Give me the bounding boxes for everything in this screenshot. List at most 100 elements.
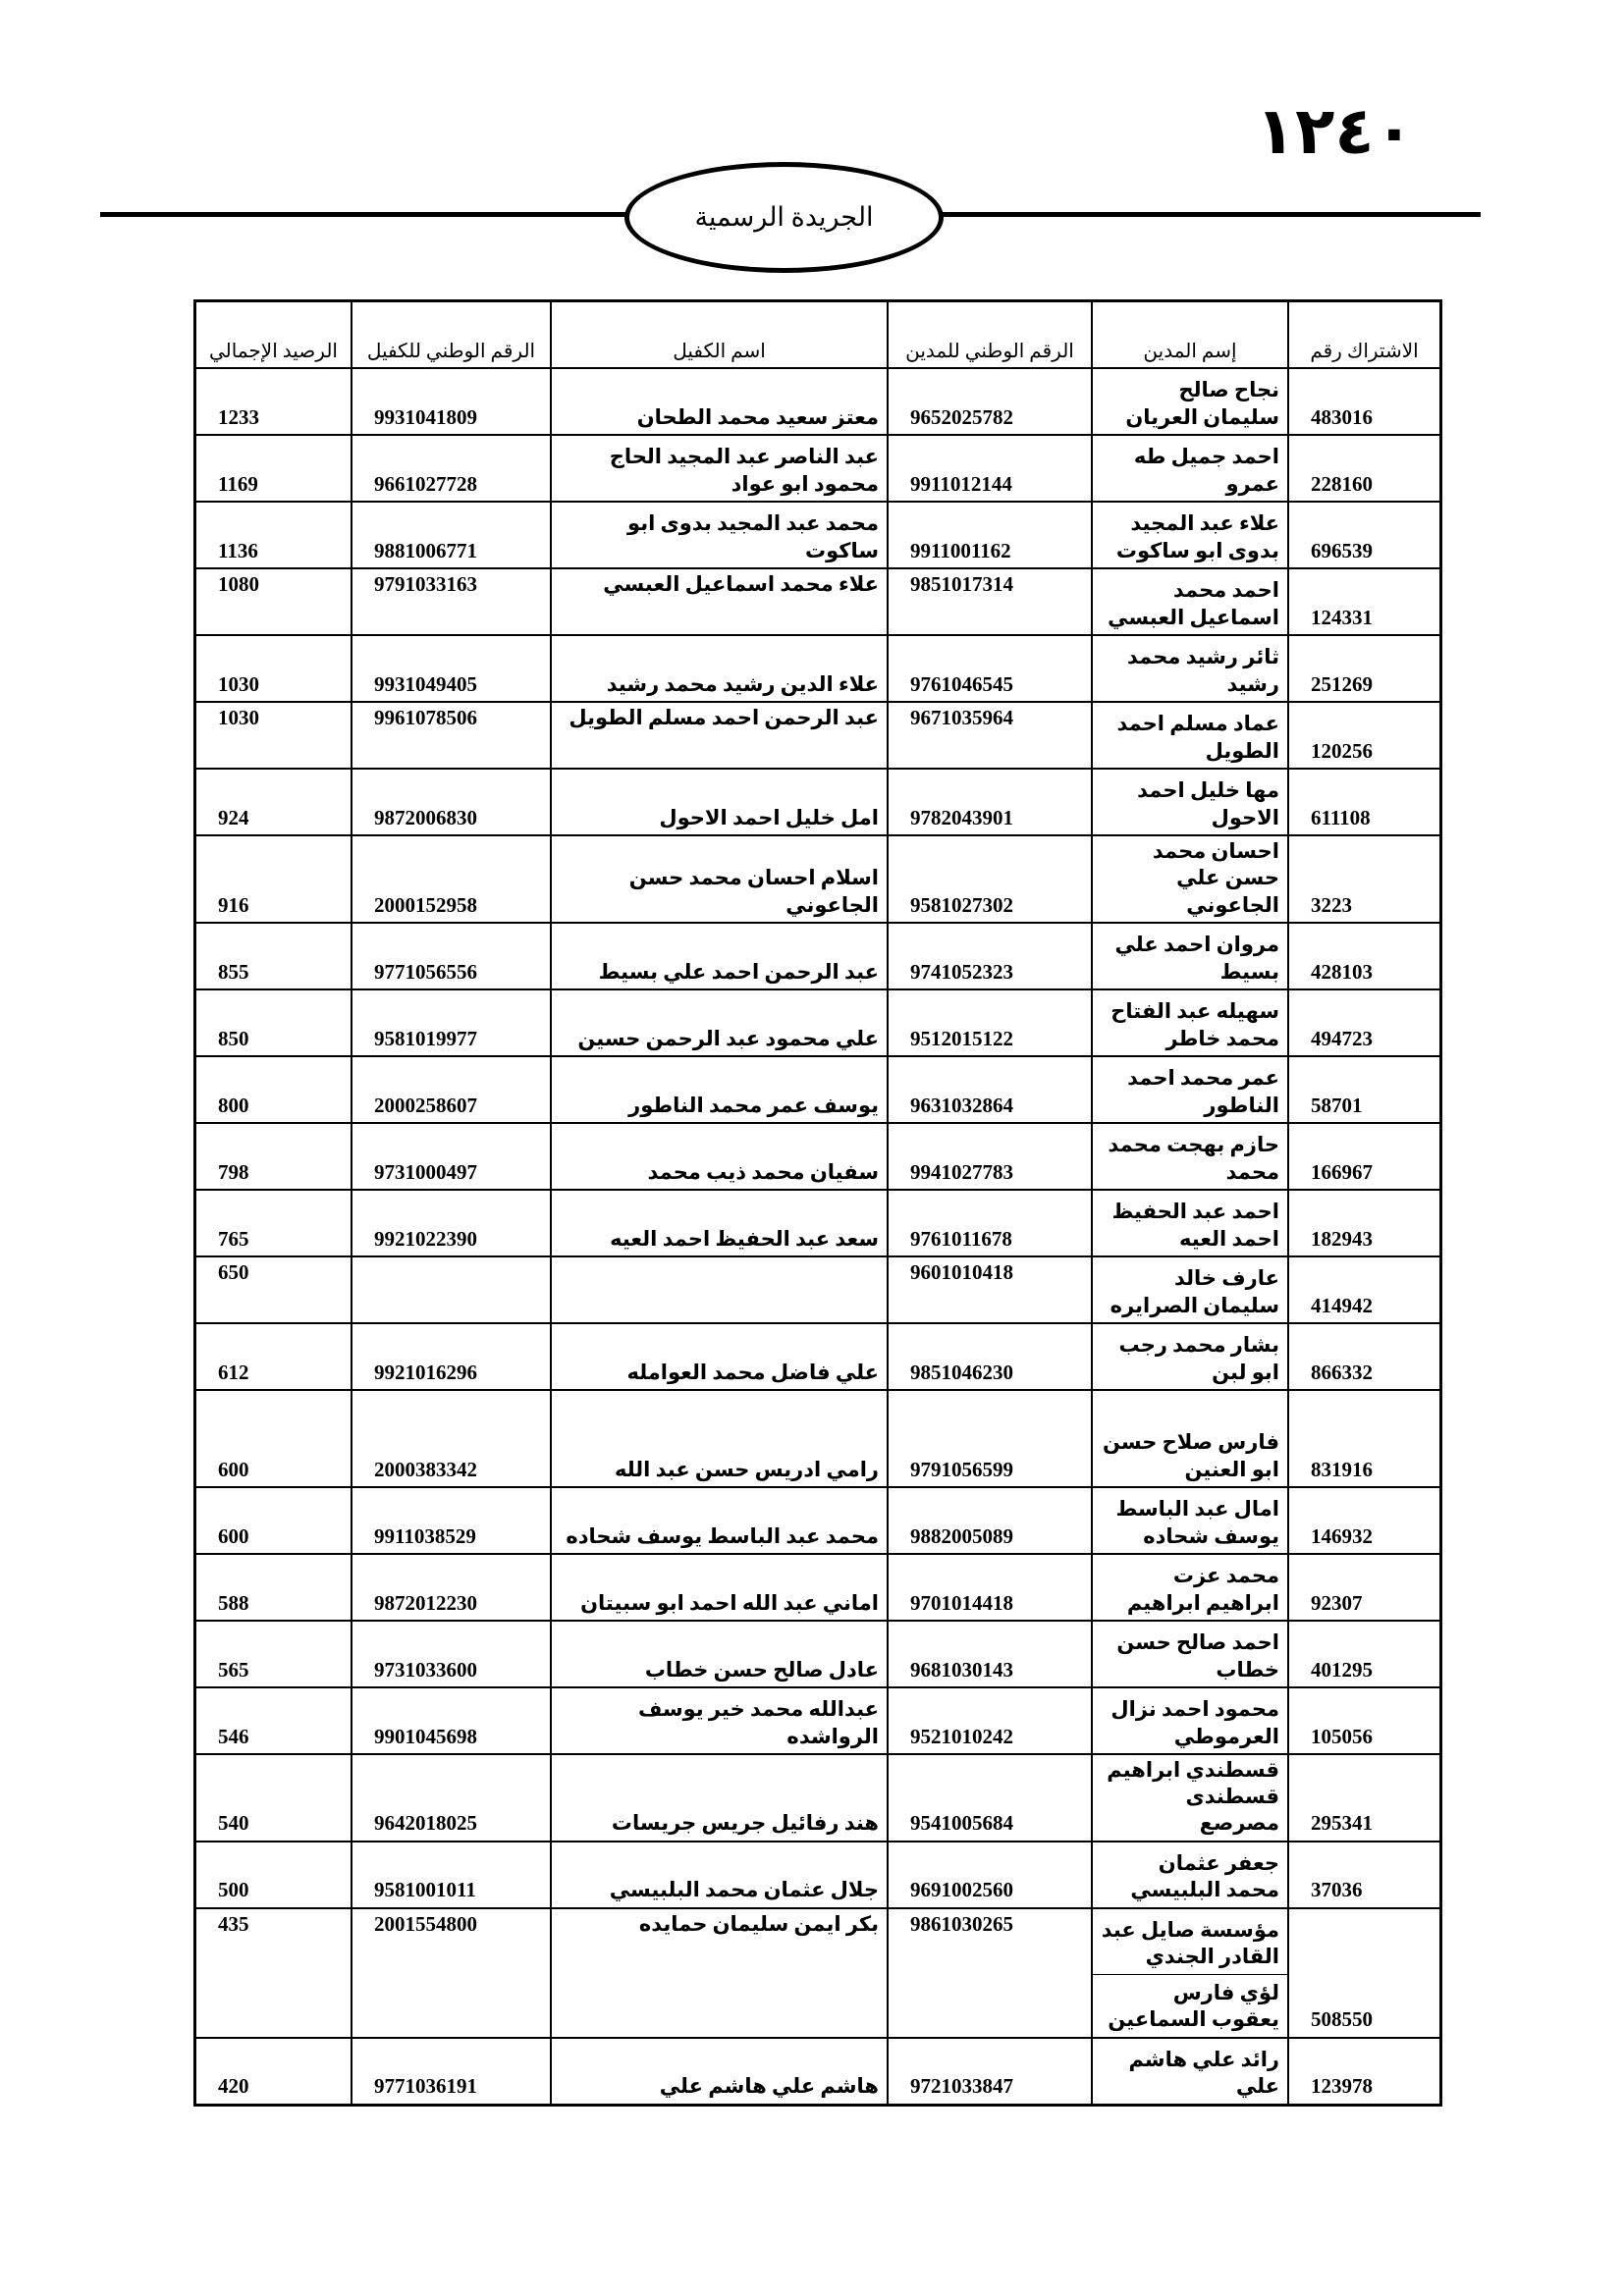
subscription: 831916 — [1288, 1389, 1440, 1487]
subscription: 105056 — [1288, 1686, 1440, 1754]
balance: 1169 — [195, 435, 352, 502]
debtor-name: ثائر رشيد محمد رشيد — [1092, 635, 1288, 702]
page-number: ١٢٤٠ — [1255, 96, 1414, 168]
subscription: 428103 — [1288, 922, 1440, 989]
column-header: الرقم الوطني للكفيل — [352, 301, 551, 368]
guarantor-name: هند رفائيل جريس جريسات — [551, 1753, 888, 1842]
balance: 546 — [195, 1686, 352, 1754]
balance: 1136 — [195, 502, 352, 568]
debtor-name: عمر محمد احمد الناطور — [1092, 1055, 1288, 1123]
cell-part: لؤي فارس يعقوب السماعين — [1093, 1973, 1287, 2037]
guarantor-name: اماني عبد الله احمد ابو سبيتان — [551, 1553, 888, 1621]
guarantor-id: 9911038529 — [352, 1486, 551, 1554]
table-row: 696539 علاء عبد المجيد بدوى ابو ساكوت 9911… — [195, 502, 1440, 568]
guarantor-name: سعد عبد الحفيظ احمد العيه — [551, 1189, 888, 1256]
guarantor-name: عادل صالح حسن خطاب — [551, 1620, 888, 1687]
debtor-name: محمود احمد نزال العرموطي — [1092, 1686, 1288, 1754]
debtor-id: 9941027783 — [888, 1122, 1092, 1190]
guarantor-id: 9961078506 — [352, 702, 551, 769]
debtor-id: 9681030143 — [888, 1620, 1092, 1687]
debtor-name: عارف خالد سليمان الصرايره — [1092, 1255, 1288, 1323]
balance: 1233 — [195, 368, 352, 435]
table-row: 483016 نجاح صالح سليمان العريان 9652025782… — [195, 368, 1440, 435]
debtor-id: 9851046230 — [888, 1322, 1092, 1390]
guarantor-id: 9731033600 — [352, 1620, 551, 1687]
guarantor-id: 2000383342 — [352, 1389, 551, 1487]
debtor-name: قسطندي ابراهيم قسطندى مصرصع — [1092, 1753, 1288, 1842]
balance: 612 — [195, 1322, 352, 1390]
table-row: 92307 محمد عزت ابراهيم ابراهيم 9701014418 ا… — [195, 1553, 1440, 1621]
guarantor-id: 9581019977 — [352, 988, 551, 1056]
cell: مؤسسة صايل عبد القادر الجندي لؤي فارس يعق… — [1092, 1907, 1288, 2038]
subscription: 251269 — [1288, 635, 1440, 702]
debtor-name: احمد محمد اسماعيل العبسي — [1092, 568, 1288, 635]
guarantor-name: علي محمود عبد الرحمن حسين — [551, 988, 888, 1056]
table-row: 123978 رائد علي هاشم علي 9721033847 هاشم عل… — [195, 2037, 1440, 2105]
guarantor-id: 9872006830 — [352, 769, 551, 835]
table-row: 866332 بشار محمد رجب ابو لبن 9851046230 علي… — [195, 1322, 1440, 1390]
debtor-id: 9741052323 — [888, 922, 1092, 989]
debtor-id: 9721033847 — [888, 2037, 1092, 2105]
guarantor-name: يوسف عمر محمد الناطور — [551, 1055, 888, 1123]
debtor-name: امال عبد الباسط يوسف شحاده — [1092, 1486, 1288, 1554]
debtor-name: حازم بهجت محمد محمد — [1092, 1122, 1288, 1190]
guarantor-name: رامي ادريس حسن عبد الله — [551, 1389, 888, 1487]
debtor-id: 9691002560 — [888, 1841, 1092, 1908]
balance: 1080 — [195, 568, 352, 635]
balance: 800 — [195, 1055, 352, 1123]
subscription: 182943 — [1288, 1189, 1440, 1256]
debtor-name: علاء عبد المجيد بدوى ابو ساكوت — [1092, 502, 1288, 568]
guarantor-name: محمد عبد المجيد بدوى ابو ساكوت — [551, 502, 888, 568]
header-row: الاشتراك رقم إسم المدين الرقم الوطني للمدي… — [195, 301, 1440, 368]
guarantor-name: اسلام احسان محمد حسن الجاعوني — [551, 835, 888, 923]
column-header: إسم المدين — [1092, 301, 1288, 368]
debtor-id: 9512015122 — [888, 988, 1092, 1056]
guarantor-id: 9771056556 — [352, 922, 551, 989]
subscription: 611108 — [1288, 769, 1440, 835]
subscription: 228160 — [1288, 435, 1440, 502]
balance: 916 — [195, 835, 352, 923]
balance: 565 — [195, 1620, 352, 1687]
subscription: 124331 — [1288, 568, 1440, 635]
debtor-name: فارس صلاح حسن ابو العنين — [1092, 1389, 1288, 1487]
guarantor-id: 9921016296 — [352, 1322, 551, 1390]
balance: 540 — [195, 1753, 352, 1842]
subscription: 295341 — [1288, 1753, 1440, 1842]
cell-part: مؤسسة صايل عبد القادر الجندي — [1101, 1918, 1279, 1969]
debtor-name: محمد عزت ابراهيم ابراهيم — [1092, 1553, 1288, 1621]
debtor-id: 9791056599 — [888, 1389, 1092, 1487]
subscription: 37036 — [1288, 1841, 1440, 1908]
guarantor-name: عبد الرحمن احمد علي بسيط — [551, 922, 888, 989]
subscription: 696539 — [1288, 502, 1440, 568]
debtor-id: 9701014418 — [888, 1553, 1092, 1621]
guarantor-id: 9931041809 — [352, 368, 551, 435]
debtor-name: احسان محمد حسن علي الجاعوني — [1092, 835, 1288, 923]
debtor-name: عماد مسلم احمد الطويل — [1092, 702, 1288, 769]
guarantor-name: عبد الناصر عبد المجيد الحاج محمود ابو عو… — [551, 435, 888, 502]
debtor-name: جعفر عثمان محمد البلبيسي — [1092, 1841, 1288, 1908]
column-header: الاشتراك رقم — [1288, 301, 1440, 368]
debtor-id: 9882005089 — [888, 1486, 1092, 1554]
table-row: 494723 سهيله عبد الفتاح محمد خاطر 95120151… — [195, 988, 1440, 1056]
title-oval: الجريدة الرسمية — [624, 162, 944, 273]
debtor-id: 9761046545 — [888, 635, 1092, 702]
guarantor-id: 9931049405 — [352, 635, 551, 702]
debtor-id: 9911012144 — [888, 435, 1092, 502]
column-header: الرقم الوطني للمدين — [888, 301, 1092, 368]
debtor-id: 9521010242 — [888, 1686, 1092, 1754]
table-row: 508550 مؤسسة صايل عبد القادر الجندي لؤي فا… — [195, 1907, 1440, 2038]
debtor-name: سهيله عبد الفتاح محمد خاطر — [1092, 988, 1288, 1056]
subscription: 483016 — [1288, 368, 1440, 435]
guarantor-name: علاء محمد اسماعيل العبسي — [551, 568, 888, 635]
guarantor-name: هاشم علي هاشم علي — [551, 2037, 888, 2105]
guarantor-id: 2000258607 — [352, 1055, 551, 1123]
balance: 600 — [195, 1389, 352, 1487]
guarantor-name: امل خليل احمد الاحول — [551, 769, 888, 835]
table-row: 120256 عماد مسلم احمد الطويل 9671035964 عبد… — [195, 702, 1440, 769]
balance: 855 — [195, 922, 352, 989]
debtor-id: 9851017314 — [888, 568, 1092, 635]
guarantor-id: 9791033163 — [352, 568, 551, 635]
table-row: 831916 فارس صلاح حسن ابو العنين 9791056599… — [195, 1389, 1440, 1487]
subscription: 401295 — [1288, 1620, 1440, 1687]
balance: 765 — [195, 1189, 352, 1256]
